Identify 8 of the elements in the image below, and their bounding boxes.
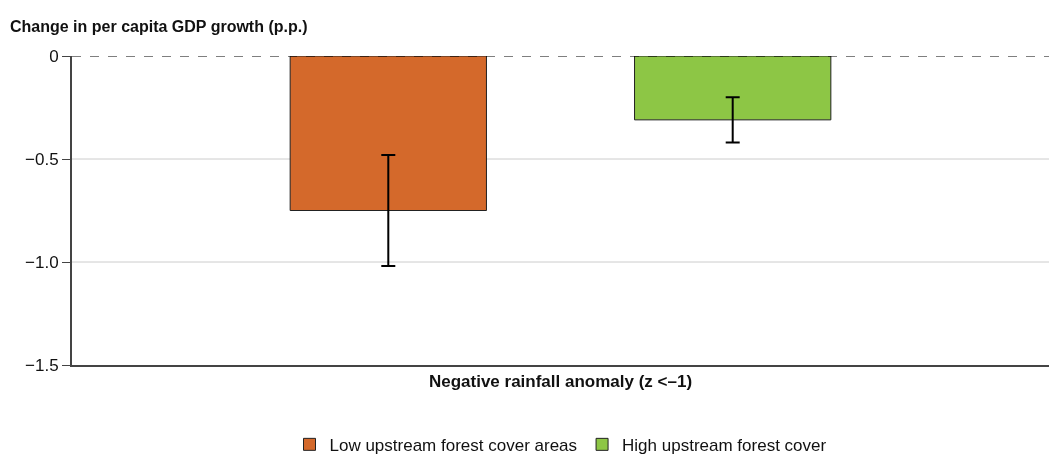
- x-tick-label: Negative rainfall anomaly (z <–1): [428, 372, 693, 392]
- y-tick-label: −1.0: [25, 252, 59, 272]
- legend-label: High upstream forest cover: [622, 435, 827, 455]
- y-tick-label: 0: [49, 46, 59, 66]
- legend-label: Low upstream forest cover areas: [329, 435, 578, 455]
- y-tick-label: −1.5: [25, 355, 59, 375]
- y-axis-title: Change in per capita GDP growth (p.p.): [10, 18, 308, 35]
- y-tick-label: −0.5: [25, 149, 59, 169]
